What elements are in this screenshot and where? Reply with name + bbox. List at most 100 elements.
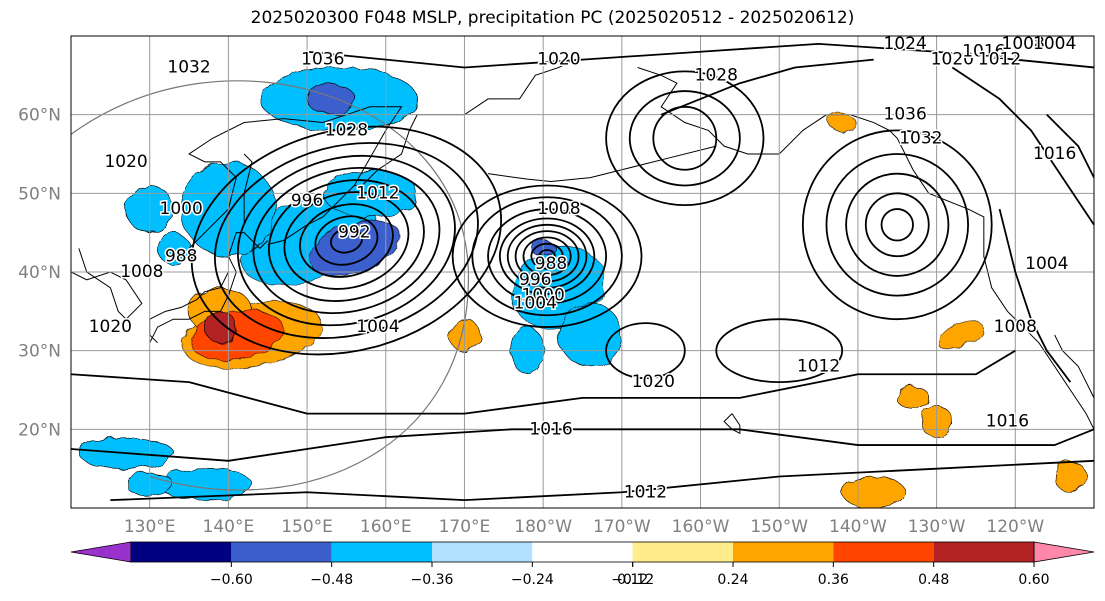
isobar-west-low bbox=[299, 203, 394, 278]
colorbar-tick-label: −0.60 bbox=[210, 572, 253, 588]
isobar-1016-east bbox=[951, 66, 1094, 226]
isobar-central-low bbox=[530, 242, 564, 270]
isobar-west-low bbox=[314, 215, 379, 266]
isobar-west-low bbox=[214, 142, 479, 339]
isobar-north-high bbox=[605, 70, 765, 207]
precip-region bbox=[204, 311, 237, 344]
isobar-label: 988 bbox=[535, 254, 567, 274]
precip-region bbox=[937, 320, 983, 350]
colorbar-tick-label: −0.36 bbox=[411, 572, 454, 588]
colorbar-tick-label: 0.24 bbox=[717, 572, 748, 588]
lon-tick-label: 120°W bbox=[986, 517, 1044, 537]
isobar-1020-north bbox=[306, 42, 1094, 69]
isobar-label: 1028 bbox=[695, 65, 738, 85]
colorbar-segment bbox=[331, 542, 432, 562]
colorbar-segment bbox=[733, 542, 834, 562]
colorbar-tick-label: 0.60 bbox=[1018, 572, 1049, 588]
isobar-label: 1008 bbox=[1002, 34, 1045, 54]
precip-region bbox=[841, 476, 906, 508]
lon-tick-label: 150°E bbox=[281, 517, 333, 537]
lon-tick-label: 180°W bbox=[514, 517, 572, 537]
isobar-labels: 1032 103610281020101299699210009881008102… bbox=[87, 34, 1078, 504]
isobar-label: 1016 bbox=[962, 42, 1005, 62]
isobar-label: 1008 bbox=[120, 262, 163, 282]
mslp-isobars bbox=[71, 42, 1094, 502]
isobar-north-high bbox=[628, 90, 741, 187]
coastline-aleutians bbox=[487, 145, 717, 183]
precip-region bbox=[306, 82, 355, 115]
isobar-label: 1000 bbox=[160, 199, 203, 219]
isobar-label: 996 bbox=[519, 270, 551, 290]
isobar-1028 bbox=[660, 58, 874, 116]
isobar-label: 1020 bbox=[104, 152, 147, 172]
isobar-label: 1032 bbox=[899, 128, 942, 148]
isobar-label: 1016 bbox=[1033, 144, 1076, 164]
isobar-central-low bbox=[522, 236, 572, 277]
isobar-label: 992 bbox=[338, 223, 370, 243]
gridlines bbox=[71, 36, 1094, 508]
lon-tick-label: 130°E bbox=[124, 517, 176, 537]
isobar-label: 1008 bbox=[537, 199, 580, 219]
colorbar-segment bbox=[231, 542, 332, 562]
colorbar-tick-label: −0.24 bbox=[511, 572, 554, 588]
lat-tick-label: 40°N bbox=[18, 263, 61, 283]
lon-tick-label: 140°W bbox=[829, 517, 887, 537]
chart-title: 2025020300 F048 MSLP, precipitation PC (… bbox=[250, 8, 855, 28]
colorbar-segment bbox=[532, 542, 633, 562]
colorbar: −0.60 −0.48 −0.36 −0.24 −0.120.12 0.24 0.36 0.4… bbox=[70, 541, 1095, 588]
colorbar-frame bbox=[130, 541, 1035, 563]
isobar-label: 1036 bbox=[884, 105, 927, 125]
isobar-label: 1016 bbox=[986, 411, 1029, 431]
isobar-west-low bbox=[330, 227, 363, 254]
colorbar-tick-label: 0.36 bbox=[818, 572, 849, 588]
isobar-label: 1000 bbox=[522, 286, 565, 306]
isobar-label: 1032 bbox=[167, 57, 210, 77]
precip-region bbox=[1054, 460, 1087, 493]
isobar-central-low bbox=[471, 196, 623, 317]
lat-tick-label: 50°N bbox=[18, 184, 61, 204]
plot-frame bbox=[70, 35, 1095, 509]
isobar-central-low bbox=[451, 184, 643, 328]
isobar-label: 1020 bbox=[931, 50, 974, 70]
coastline-kurils bbox=[267, 185, 355, 245]
colorbar-segment bbox=[933, 542, 1034, 562]
isobar-label: 1004 bbox=[1025, 254, 1068, 274]
isobar-1004-east bbox=[1046, 114, 1094, 179]
isobar-central-low bbox=[506, 223, 588, 289]
isobar-label: 1020 bbox=[537, 50, 580, 70]
isobar-1016 bbox=[71, 428, 1094, 462]
coastline-hawaii bbox=[723, 413, 741, 435]
coastline-sakhalin bbox=[243, 153, 253, 225]
isobar-east-high bbox=[825, 153, 969, 297]
isobar-label: 1012 bbox=[978, 50, 1021, 70]
isobar-label: 1008 bbox=[994, 317, 1037, 337]
colorbar-tick-label: −0.12 bbox=[611, 572, 654, 588]
isobar-west-low bbox=[236, 154, 456, 327]
isobar-1008-east bbox=[998, 208, 1072, 383]
isobar-north-high bbox=[652, 105, 718, 171]
isobar-label: 1012 bbox=[356, 183, 399, 203]
precip-region bbox=[826, 111, 858, 134]
isobar-1020 bbox=[71, 349, 1016, 415]
colorbar-segment bbox=[833, 542, 934, 562]
isobar-west-low bbox=[190, 125, 502, 356]
lon-tick-label: 170°E bbox=[439, 517, 491, 537]
colorbar-tick-label: 0.12 bbox=[617, 572, 648, 588]
isobar-central-low bbox=[538, 249, 556, 264]
reference-circle bbox=[71, 80, 470, 491]
isobar-label: 1004 bbox=[514, 293, 557, 313]
isobar-label: 996 bbox=[291, 191, 323, 211]
isobar-label: 1012 bbox=[624, 482, 667, 502]
lon-tick-label: 160°E bbox=[360, 517, 412, 537]
isobar-label: 1004 bbox=[356, 317, 399, 337]
colorbar-extend-high bbox=[1033, 541, 1095, 563]
isobar-central-low bbox=[514, 230, 580, 283]
lon-tick-label: 160°W bbox=[672, 517, 730, 537]
isobar-east-high bbox=[880, 208, 914, 242]
lat-tick-label: 60°N bbox=[18, 106, 61, 126]
isobar-label: 1036 bbox=[301, 50, 344, 70]
coastline-asia-east bbox=[188, 59, 575, 249]
isobar-label: 1020 bbox=[632, 372, 675, 392]
lat-tick-label: 20°N bbox=[18, 420, 61, 440]
